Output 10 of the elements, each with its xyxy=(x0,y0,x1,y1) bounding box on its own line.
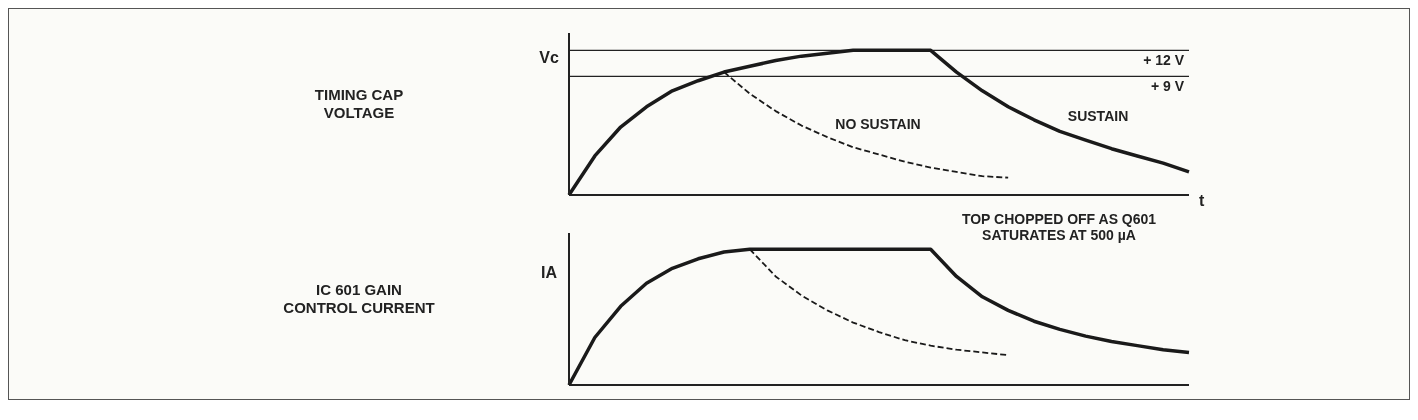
text: TOP CHOPPED OFF AS Q601 SATURATES AT 500 µA xyxy=(960,211,1158,243)
series-label: SUSTAIN xyxy=(1067,108,1129,125)
y-axis-title: TIMING CAP VOLTAGE xyxy=(314,86,404,121)
x-axis-title: t xyxy=(1199,191,1205,209)
text: Vc xyxy=(538,49,560,67)
text: IA xyxy=(540,264,558,282)
ref-line-label: + 12 V xyxy=(1143,52,1185,69)
ref-line-label: + 9 V xyxy=(1150,78,1185,95)
y-axis-title: IC 601 GAIN CONTROL CURRENT xyxy=(283,281,435,316)
series-label: NO SUSTAIN xyxy=(835,116,921,133)
